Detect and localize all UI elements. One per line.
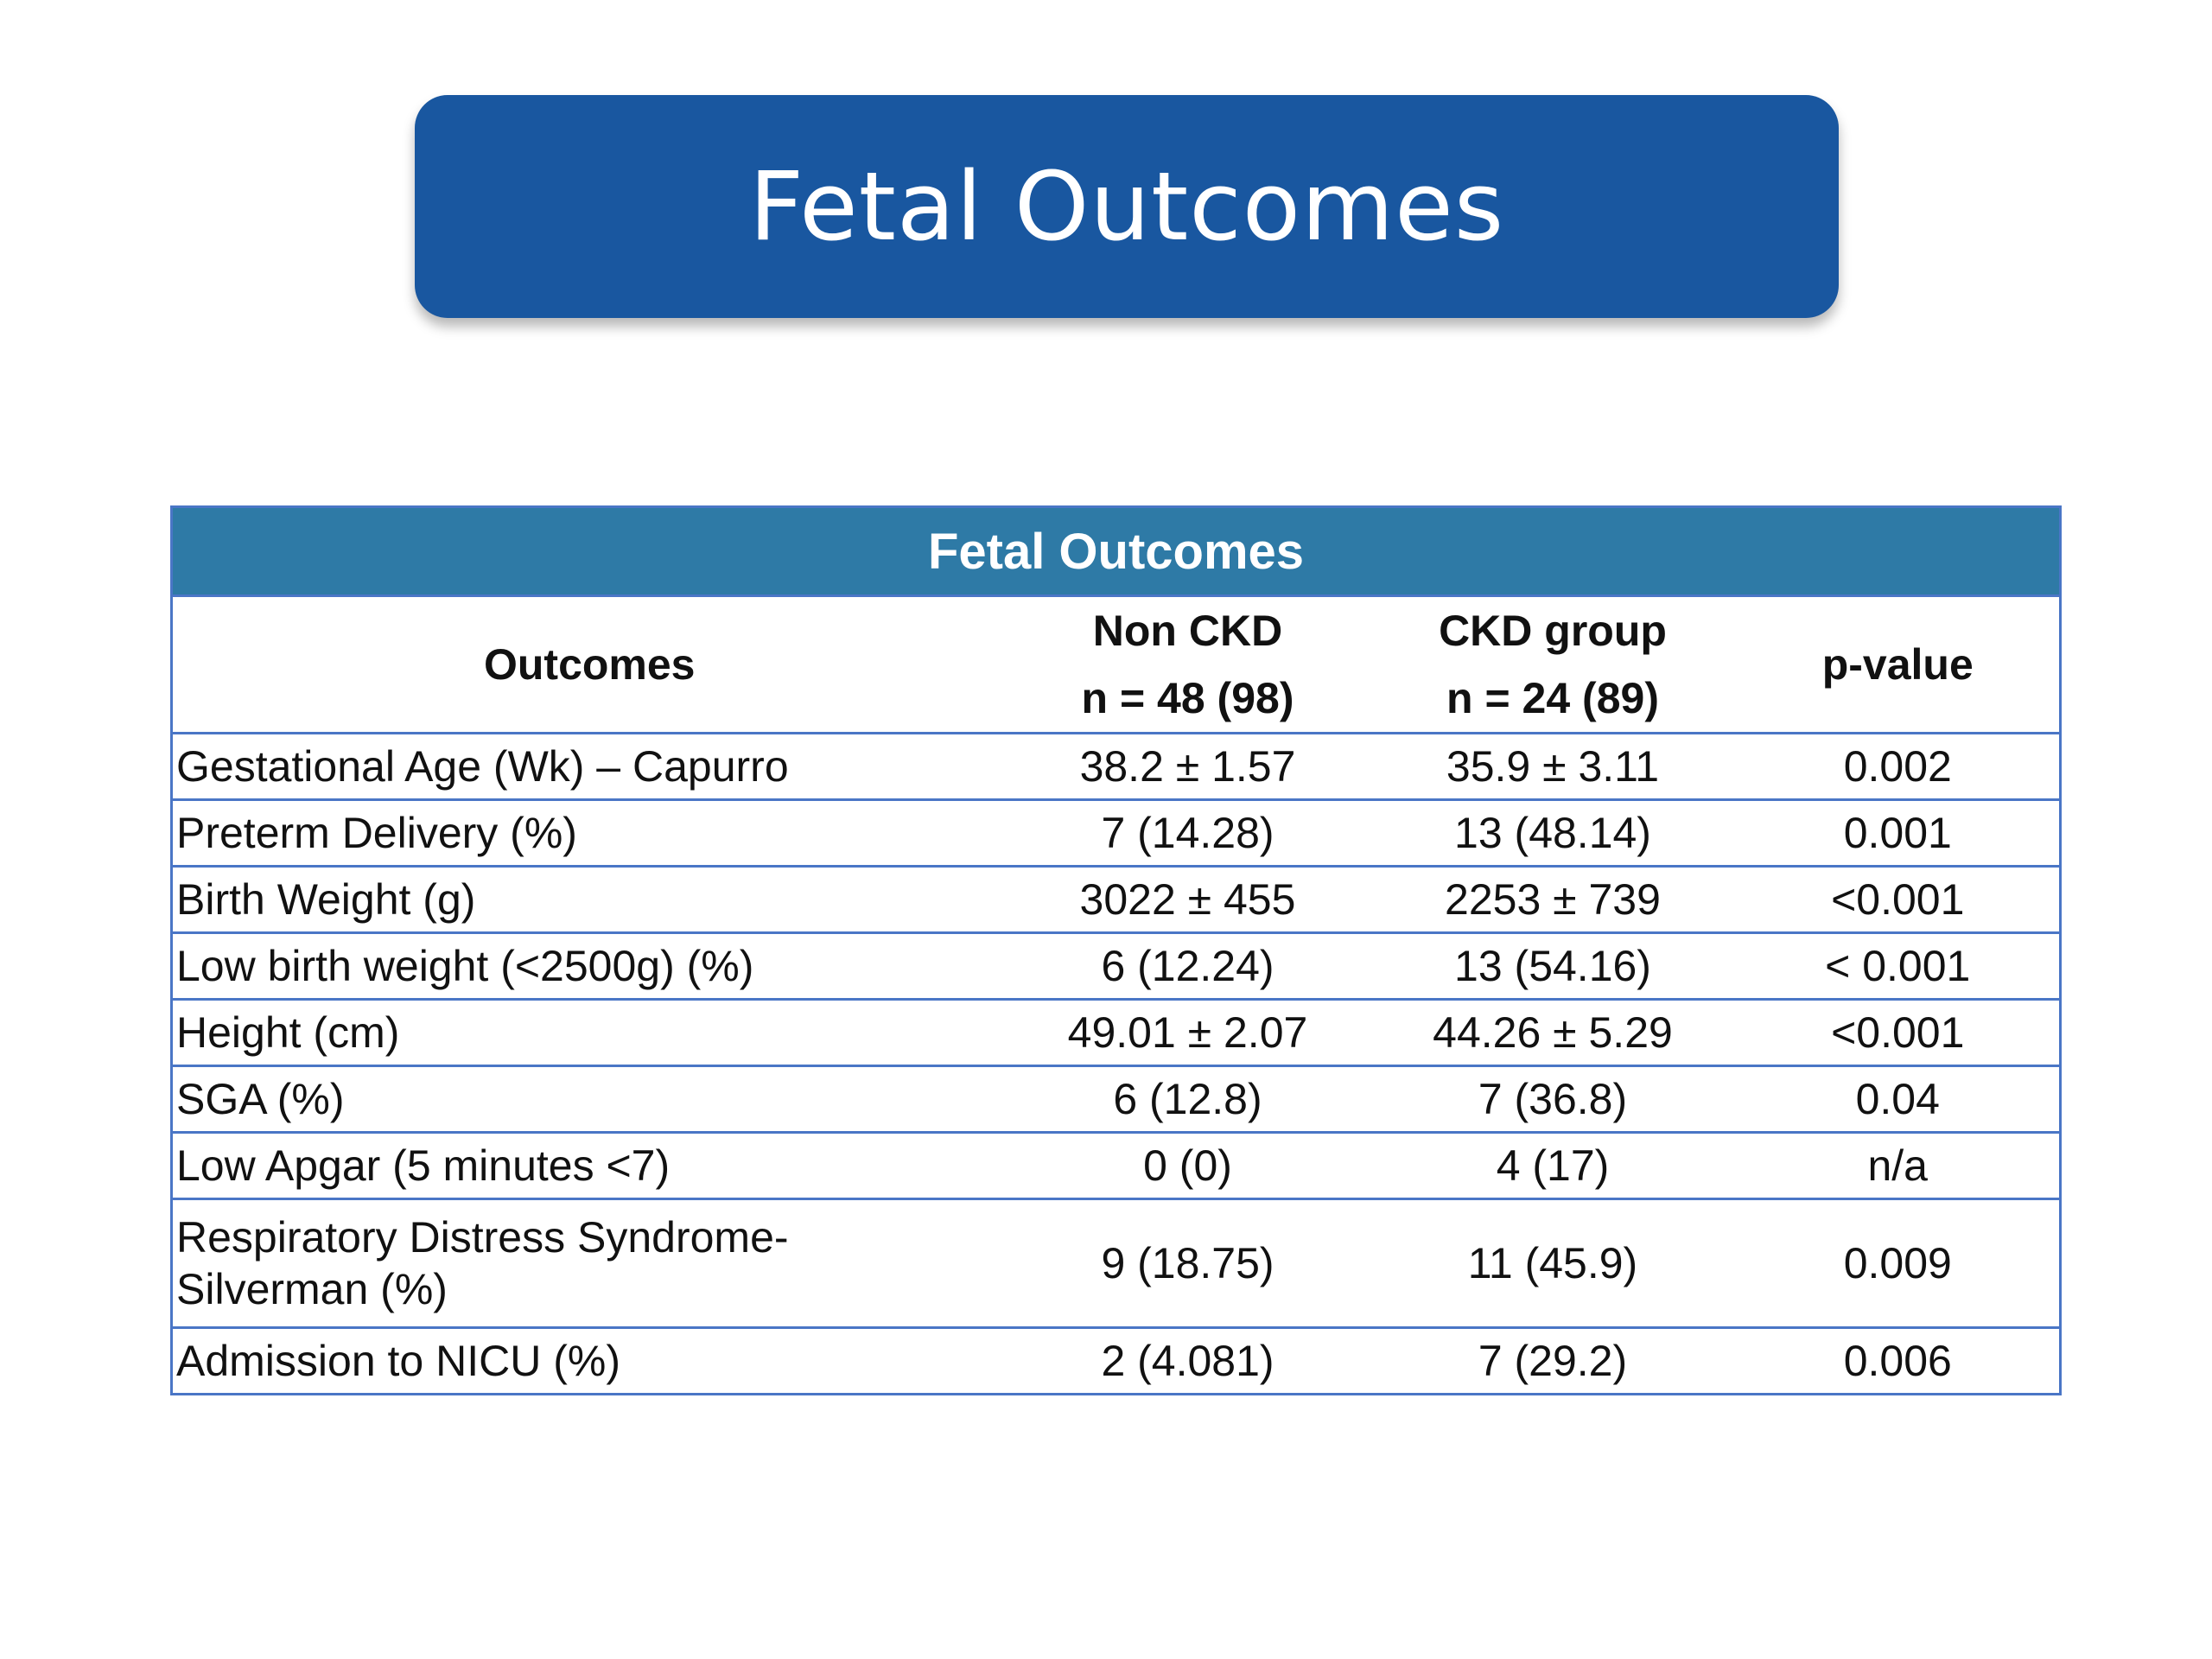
p-value: 0.001 <box>1736 799 2061 868</box>
header-outcomes: Outcomes <box>171 595 1007 734</box>
p-value: 0.009 <box>1736 1198 2061 1329</box>
ckd-value: 13 (54.16) <box>1369 932 1737 1001</box>
non-ckd-value: 6 (12.8) <box>1006 1065 1370 1134</box>
table-row: Respiratory Distress Syndrome- Silverman… <box>171 1198 2061 1329</box>
header-ckd-label: CKD group <box>1439 607 1667 655</box>
header-ckd-count: n = 24 (89) <box>1446 674 1659 722</box>
row-label: Gestational Age (Wk) – Capurro <box>171 733 1007 801</box>
p-value: < 0.001 <box>1736 932 2061 1001</box>
title-banner: Fetal Outcomes <box>415 95 1839 318</box>
outcomes-table-container: Fetal Outcomes Outcomes Non CKD n = 48 (… <box>170 505 2062 1395</box>
non-ckd-value: 2 (4.081) <box>1101 1337 1274 1385</box>
non-ckd-value: 6 (12.24) <box>1006 932 1370 1001</box>
table-banner: Fetal Outcomes <box>171 506 2061 597</box>
p-value: 0.006 <box>1843 1337 1952 1385</box>
table-row: Low birth weight (<2500g) (%) 6 (12.24) … <box>171 932 2061 1001</box>
non-ckd-value: 49.01 ± 2.07 <box>1006 999 1370 1067</box>
row-label: Preterm Delivery (%) <box>171 799 1007 868</box>
header-non-ckd: Non CKD n = 48 (98) <box>1006 595 1370 734</box>
p-value: n/a <box>1736 1132 2061 1200</box>
outcomes-table: Fetal Outcomes Outcomes Non CKD n = 48 (… <box>170 505 2062 1395</box>
row-label: Low Apgar (5 minutes <7) <box>171 1132 1007 1200</box>
row-label: Respiratory Distress Syndrome- Silverman… <box>171 1198 1007 1329</box>
table-row: Birth Weight (g) 3022 ± 455 2253 ± 739 <… <box>171 866 2061 934</box>
non-ckd-value: 0 (0) <box>1006 1132 1370 1200</box>
ckd-value: 13 (48.14) <box>1369 799 1737 868</box>
header-non-ckd-count: n = 48 (98) <box>1081 674 1294 722</box>
p-value: 0.002 <box>1736 733 2061 801</box>
ckd-value: 4 (17) <box>1369 1132 1737 1200</box>
row-label: Admission to NICU (%) <box>176 1337 620 1385</box>
p-value: 0.04 <box>1736 1065 2061 1134</box>
row-label: Height (cm) <box>171 999 1007 1067</box>
row-label: Low birth weight (<2500g) (%) <box>171 932 1007 1001</box>
ckd-value: 7 (36.8) <box>1369 1065 1737 1134</box>
header-p-value: p-value <box>1736 595 2061 734</box>
row-label: SGA (%) <box>171 1065 1007 1134</box>
non-ckd-value: 9 (18.75) <box>1006 1198 1370 1329</box>
p-value: <0.001 <box>1736 999 2061 1067</box>
row-label-line1: Respiratory Distress Syndrome- <box>176 1213 789 1262</box>
table-row: Preterm Delivery (%) 7 (14.28) 13 (48.14… <box>171 799 2061 868</box>
table-row: Gestational Age (Wk) – Capurro 38.2 ± 1.… <box>171 733 2061 801</box>
non-ckd-value: 7 (14.28) <box>1006 799 1370 868</box>
table-row: Low Apgar (5 minutes <7) 0 (0) 4 (17) n/… <box>171 1132 2061 1200</box>
non-ckd-value: 38.2 ± 1.57 <box>1006 733 1370 801</box>
row-label: Birth Weight (g) <box>171 866 1007 934</box>
slide-title: Fetal Outcomes <box>748 151 1505 262</box>
non-ckd-value: 3022 ± 455 <box>1006 866 1370 934</box>
header-non-ckd-label: Non CKD <box>1092 607 1283 655</box>
row-label-line2: Silverman (%) <box>176 1265 448 1313</box>
ckd-value: 35.9 ± 3.11 <box>1369 733 1737 801</box>
ckd-value: 11 (45.9) <box>1369 1198 1737 1329</box>
ckd-value: 2253 ± 739 <box>1369 866 1737 934</box>
table-row: SGA (%) 6 (12.8) 7 (36.8) 0.04 <box>171 1065 2061 1134</box>
ckd-value: 7 (29.2) <box>1478 1337 1628 1385</box>
header-ckd: CKD group n = 24 (89) <box>1369 595 1737 734</box>
ckd-value: 44.26 ± 5.29 <box>1369 999 1737 1067</box>
table-banner-row: Fetal Outcomes <box>171 506 2061 597</box>
table-row: Height (cm) 49.01 ± 2.07 44.26 ± 5.29 <0… <box>171 999 2061 1067</box>
p-value: <0.001 <box>1736 866 2061 934</box>
table-header-row: Outcomes Non CKD n = 48 (98) CKD group n… <box>171 595 2061 734</box>
table-row: Admission to NICU (%) 2 (4.081) 7 (29.2)… <box>172 1328 2061 1395</box>
